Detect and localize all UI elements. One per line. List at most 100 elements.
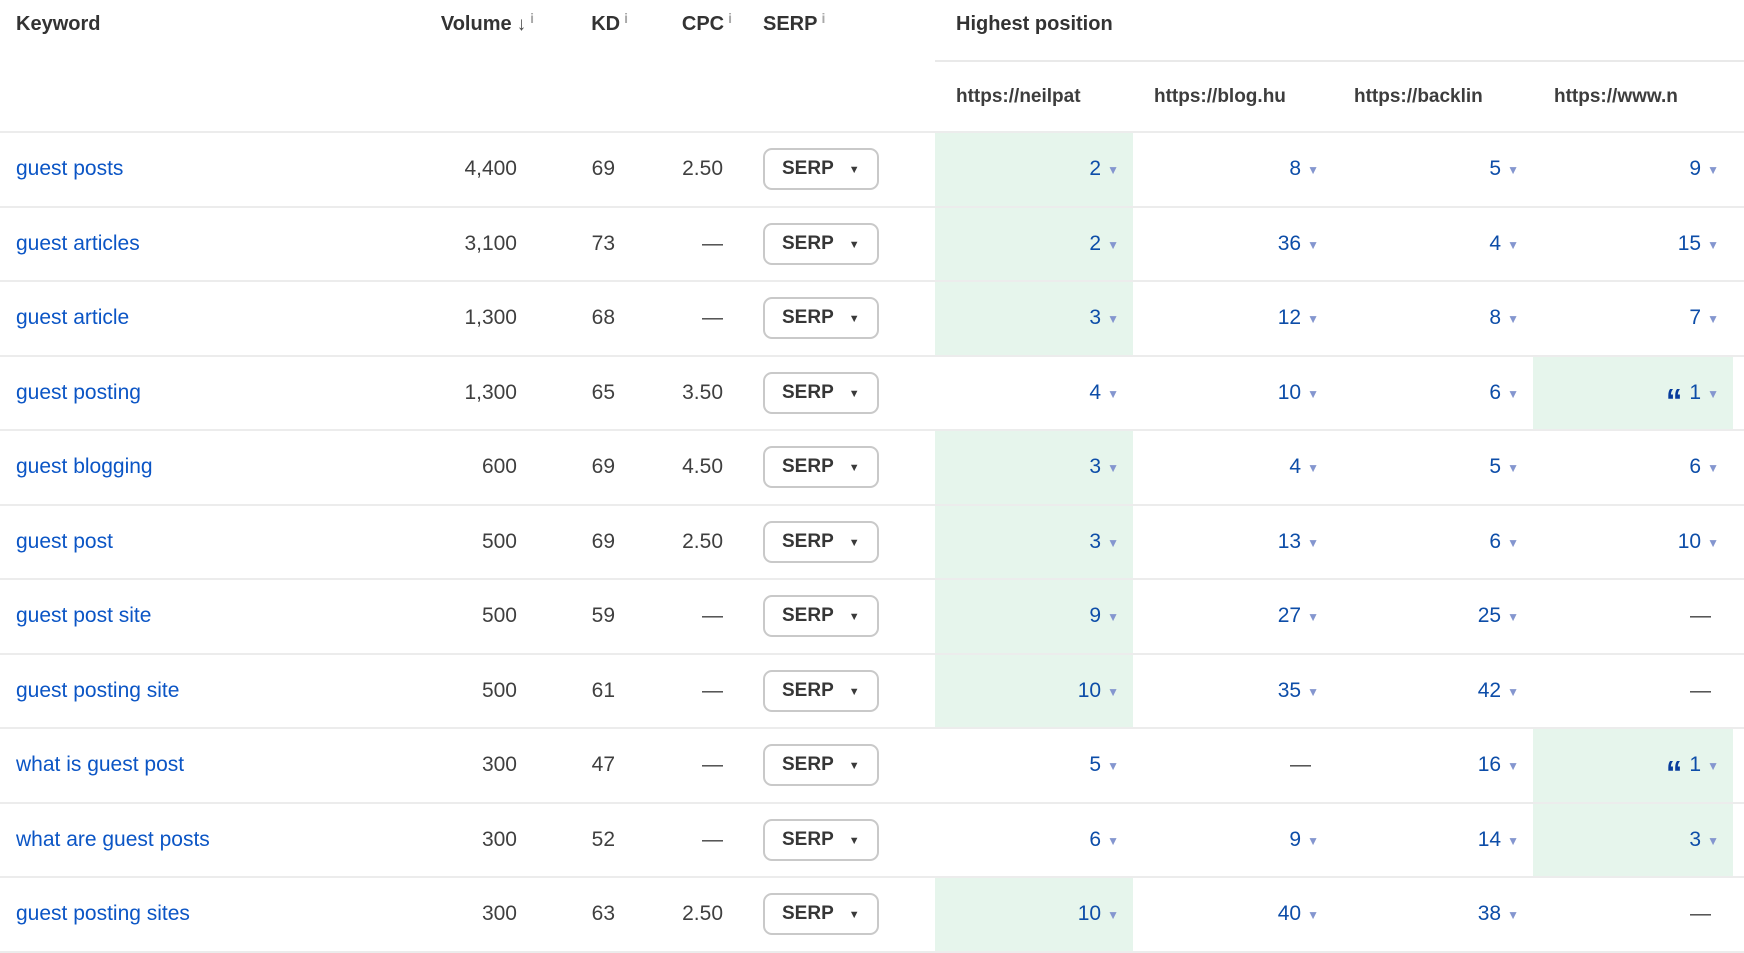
serp-button[interactable]: SERP ▼	[763, 818, 879, 861]
position-value[interactable]: 12	[1277, 306, 1302, 330]
keyword-link[interactable]: guest post	[16, 529, 113, 553]
position-value[interactable]: 13	[1277, 529, 1302, 553]
position-value[interactable]: 27	[1277, 604, 1302, 628]
serp-button[interactable]: SERP ▼	[763, 520, 879, 563]
position-value[interactable]: 6	[1089, 827, 1102, 851]
position-caret-icon[interactable]: ▼	[1507, 908, 1519, 923]
position-caret-icon[interactable]: ▼	[1707, 461, 1719, 476]
position-caret-icon[interactable]: ▼	[1307, 833, 1319, 848]
info-icon[interactable]: i	[624, 9, 628, 26]
position-caret-icon[interactable]: ▼	[1707, 535, 1719, 550]
position-value[interactable]: 10	[1077, 678, 1102, 702]
position-caret-icon[interactable]: ▼	[1107, 684, 1119, 699]
position-value[interactable]: 16	[1477, 753, 1502, 777]
position-cell[interactable]: 27 ▼	[1133, 580, 1333, 653]
position-caret-icon[interactable]: ▼	[1507, 237, 1519, 252]
info-icon[interactable]: i	[530, 9, 534, 26]
position-value[interactable]: 4	[1289, 455, 1302, 479]
position-cell[interactable]: 25 ▼	[1333, 580, 1533, 653]
position-cell[interactable]: 14 ▼	[1333, 804, 1533, 877]
keyword-link[interactable]: guest posting	[16, 380, 141, 404]
position-caret-icon[interactable]: ▼	[1507, 461, 1519, 476]
position-value[interactable]: 5	[1089, 753, 1102, 777]
target-url-header-2[interactable]: https://blog.hu	[1133, 84, 1333, 110]
position-value[interactable]: 5	[1489, 157, 1502, 181]
position-cell[interactable]: 4 ▼	[935, 357, 1133, 430]
position-caret-icon[interactable]: ▼	[1707, 386, 1719, 401]
column-header-keyword[interactable]: Keyword	[0, 13, 380, 36]
position-cell[interactable]: 5 ▼	[935, 729, 1133, 802]
position-value[interactable]: 42	[1477, 678, 1502, 702]
keyword-link[interactable]: guest articles	[16, 231, 140, 255]
position-cell[interactable]: 3 ▼	[1533, 803, 1733, 876]
position-cell[interactable]: 6 ▼	[1333, 506, 1533, 579]
position-value[interactable]: 1	[1689, 380, 1702, 404]
position-cell[interactable]: 12 ▼	[1133, 282, 1333, 355]
position-caret-icon[interactable]: ▼	[1707, 833, 1719, 848]
position-value[interactable]: 38	[1477, 902, 1502, 926]
position-caret-icon[interactable]: ▼	[1107, 833, 1119, 848]
position-value[interactable]: 7	[1689, 306, 1702, 330]
position-value[interactable]: 6	[1689, 455, 1702, 479]
position-cell[interactable]: 10 ▼	[935, 654, 1133, 727]
position-caret-icon[interactable]: ▼	[1307, 386, 1319, 401]
keyword-link[interactable]: guest article	[16, 306, 130, 330]
position-cell[interactable]: “1 ▼	[1533, 729, 1733, 802]
keyword-link[interactable]: what are guest posts	[16, 827, 210, 851]
serp-button[interactable]: SERP ▼	[763, 744, 879, 787]
position-cell[interactable]: 16 ▼	[1333, 729, 1533, 802]
position-cell[interactable]: 15 ▼	[1533, 208, 1733, 281]
position-caret-icon[interactable]: ▼	[1107, 759, 1119, 774]
position-caret-icon[interactable]: ▼	[1507, 386, 1519, 401]
column-header-volume[interactable]: Volume ↓ i	[380, 9, 534, 36]
position-caret-icon[interactable]: ▼	[1507, 163, 1519, 178]
position-cell[interactable]: 6 ▼	[1333, 357, 1533, 430]
position-caret-icon[interactable]: ▼	[1707, 759, 1719, 774]
keyword-link[interactable]: guest posting sites	[16, 902, 190, 926]
position-value[interactable]: 14	[1477, 827, 1502, 851]
position-value[interactable]: 10	[1677, 529, 1702, 553]
position-caret-icon[interactable]: ▼	[1507, 684, 1519, 699]
position-cell[interactable]: 3 ▼	[935, 431, 1133, 504]
position-value[interactable]: 15	[1677, 231, 1702, 255]
position-cell[interactable]: 2 ▼	[935, 207, 1133, 280]
column-header-serp[interactable]: SERP i	[723, 10, 935, 36]
position-value[interactable]: 10	[1277, 380, 1302, 404]
position-value[interactable]: 3	[1689, 827, 1702, 851]
serp-button[interactable]: SERP ▼	[763, 297, 879, 340]
position-caret-icon[interactable]: ▼	[1507, 312, 1519, 327]
position-value[interactable]: 40	[1277, 902, 1302, 926]
position-cell[interactable]: 8 ▼	[1333, 282, 1533, 355]
position-value[interactable]: 3	[1089, 529, 1102, 553]
keyword-link[interactable]: guest post site	[16, 604, 152, 628]
position-caret-icon[interactable]: ▼	[1707, 163, 1719, 178]
position-cell[interactable]: 36 ▼	[1133, 208, 1333, 281]
position-caret-icon[interactable]: ▼	[1107, 386, 1119, 401]
position-cell[interactable]: 4 ▼	[1133, 431, 1333, 504]
position-caret-icon[interactable]: ▼	[1107, 908, 1119, 923]
position-value[interactable]: 3	[1089, 455, 1102, 479]
column-header-kd[interactable]: KD i	[517, 9, 628, 36]
position-cell[interactable]: 13 ▼	[1133, 506, 1333, 579]
position-cell[interactable]: 5 ▼	[1333, 431, 1533, 504]
position-cell[interactable]: 9 ▼	[935, 580, 1133, 653]
serp-button[interactable]: SERP ▼	[763, 222, 879, 265]
position-value[interactable]: 3	[1089, 306, 1102, 330]
position-value[interactable]: 2	[1089, 231, 1102, 255]
position-cell[interactable]: 10 ▼	[1133, 357, 1333, 430]
keyword-link[interactable]: guest posts	[16, 157, 124, 181]
position-caret-icon[interactable]: ▼	[1307, 312, 1319, 327]
position-value[interactable]: 6	[1489, 529, 1502, 553]
position-value[interactable]: 36	[1277, 231, 1302, 255]
position-cell[interactable]: 35 ▼	[1133, 655, 1333, 728]
position-caret-icon[interactable]: ▼	[1307, 237, 1319, 252]
serp-button[interactable]: SERP ▼	[763, 446, 879, 489]
position-cell[interactable]: 10 ▼	[935, 878, 1133, 951]
serp-button[interactable]: SERP ▼	[763, 148, 879, 191]
position-cell[interactable]: 5 ▼	[1333, 133, 1533, 206]
position-cell[interactable]: 38 ▼	[1333, 878, 1533, 951]
position-value[interactable]: 1	[1689, 753, 1702, 777]
serp-button[interactable]: SERP ▼	[763, 669, 879, 712]
position-caret-icon[interactable]: ▼	[1107, 237, 1119, 252]
position-caret-icon[interactable]: ▼	[1307, 461, 1319, 476]
